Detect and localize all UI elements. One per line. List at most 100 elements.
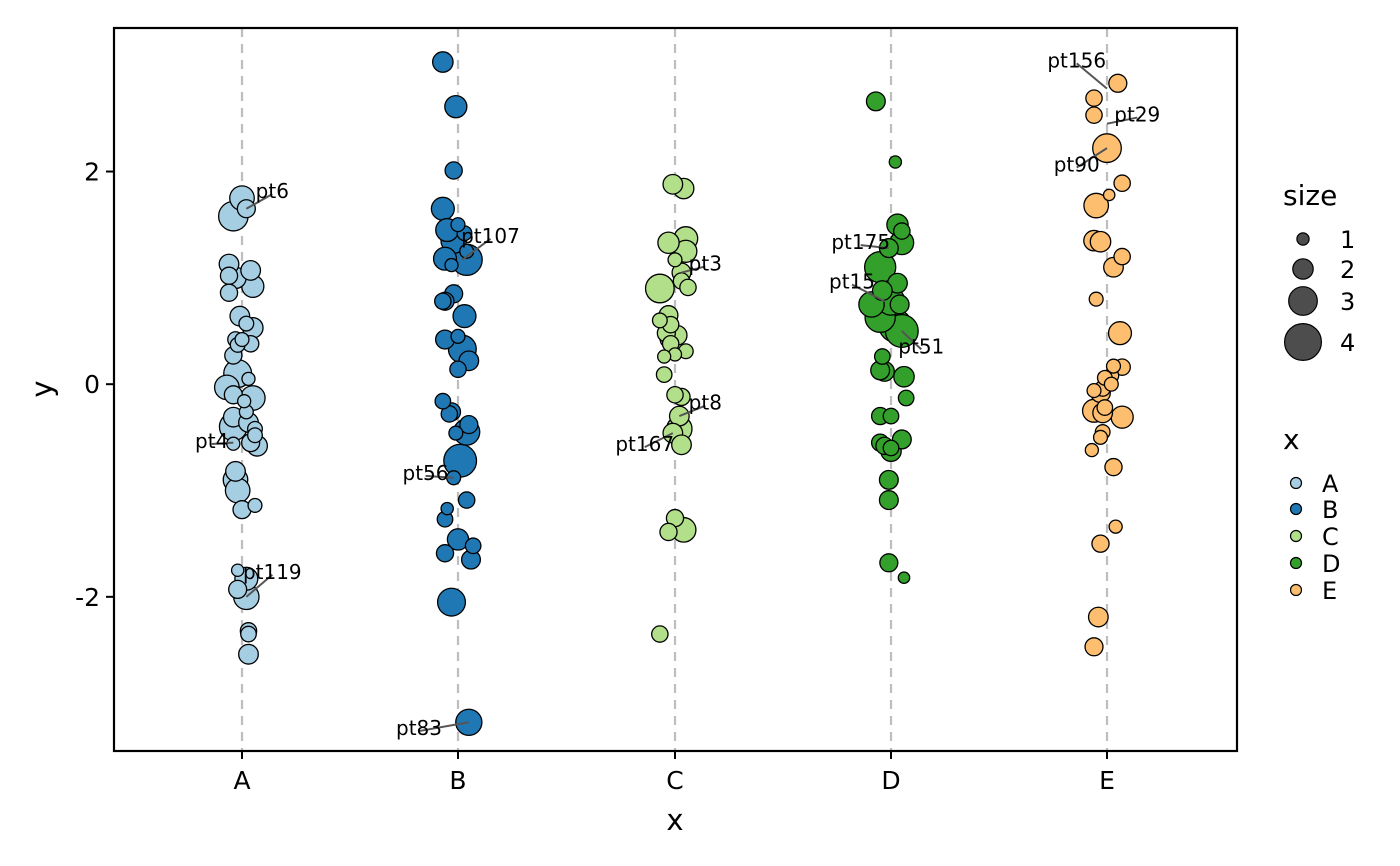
annotation-leader	[860, 244, 889, 250]
data-point	[1092, 429, 1109, 445]
annotation-label: pt90	[1054, 153, 1100, 177]
color-legend-key-E	[1289, 583, 1303, 597]
annotation-leader	[1106, 116, 1138, 125]
data-point	[671, 434, 692, 456]
data-point	[657, 349, 672, 364]
data-point	[1108, 73, 1128, 93]
data-point	[897, 389, 915, 407]
annotation-leader	[851, 283, 885, 303]
annotation-label: pt167	[615, 432, 674, 456]
data-point	[450, 328, 466, 344]
annotation-label: pt56	[403, 461, 449, 485]
data-point	[1091, 534, 1110, 553]
data-point	[225, 460, 246, 482]
annotation-leader	[681, 265, 706, 274]
data-point	[1083, 192, 1110, 219]
data-point	[893, 222, 911, 240]
data-point	[651, 312, 668, 329]
data-point	[240, 625, 257, 643]
data-point	[873, 348, 891, 365]
data-point	[662, 173, 684, 195]
data-point	[1113, 247, 1131, 266]
data-point	[234, 331, 250, 348]
data-point	[444, 257, 459, 273]
x-tick-label-E: E	[1099, 766, 1115, 795]
annotation-leader	[1076, 147, 1108, 169]
data-point	[241, 371, 256, 387]
size-legend-label: 2	[1340, 256, 1355, 284]
color-legend-key-B	[1289, 502, 1303, 516]
y-tick-label: -2	[75, 583, 100, 612]
data-point	[440, 501, 454, 516]
x-axis-title: x	[666, 803, 683, 837]
x-tick-label-A: A	[233, 766, 250, 795]
data-point	[450, 217, 466, 233]
data-point	[430, 196, 455, 221]
annotation-label: pt8	[689, 391, 722, 415]
annotation-label: pt4	[195, 429, 228, 453]
size-legend-key	[1296, 232, 1310, 246]
data-point	[1084, 442, 1100, 458]
axes: A B C D E -2 0 2	[75, 158, 1115, 795]
data-point	[1085, 89, 1103, 107]
y-tick-label: 2	[84, 158, 100, 187]
y-tick-label: 0	[84, 370, 100, 399]
data-point	[679, 278, 697, 297]
data-point	[448, 425, 464, 441]
data-point	[444, 161, 463, 180]
data-point	[897, 571, 911, 585]
color-legend-key-A	[1289, 476, 1303, 490]
annotation-label: pt6	[256, 179, 289, 203]
annotation-leader	[461, 237, 492, 261]
data-point	[1096, 399, 1114, 416]
data-point	[1086, 382, 1102, 399]
size-legend-key	[1283, 322, 1323, 362]
data-point	[436, 587, 467, 617]
data-point	[893, 365, 915, 388]
data-point	[464, 537, 482, 555]
color-legend-label-A: A	[1322, 470, 1339, 498]
data-point	[1087, 606, 1109, 628]
point-annotations: pt6 pt4 pt119 pt107 pt56 pt83 pt3 pt8 pt167 pt175…	[195, 48, 1160, 740]
size-legend-key	[1292, 258, 1314, 280]
data-point	[1084, 637, 1104, 657]
data-point	[238, 315, 255, 332]
data-point	[667, 252, 683, 268]
data-point	[878, 490, 899, 511]
data-point	[435, 544, 455, 563]
data-point	[644, 273, 675, 304]
annotation-label: pt175	[831, 230, 890, 254]
annotation-leader	[644, 432, 674, 449]
data-point	[219, 266, 239, 285]
data-point	[1108, 519, 1123, 534]
data-point	[882, 407, 900, 425]
annotation-label: pt51	[898, 334, 944, 358]
data-point	[431, 51, 454, 73]
color-legend-key-D	[1289, 556, 1303, 570]
size-legend-label: 3	[1340, 288, 1355, 316]
data-point	[659, 522, 678, 542]
data-point	[655, 366, 673, 384]
data-point	[457, 491, 476, 509]
color-legend-label-B: B	[1322, 496, 1338, 524]
data-point	[1110, 405, 1134, 429]
size-legend-label: 4	[1340, 329, 1355, 357]
data-point	[455, 708, 483, 737]
data-point	[1088, 291, 1104, 307]
data-point	[247, 497, 263, 513]
data-point	[236, 394, 252, 409]
data-point	[240, 259, 262, 281]
annotation-leader	[1076, 62, 1108, 90]
annotation-leader	[418, 721, 469, 733]
annotation-label: pt3	[689, 251, 722, 275]
data-point	[1102, 188, 1116, 202]
x-tick-label-B: B	[449, 766, 466, 795]
size-legend-key	[1288, 286, 1318, 316]
annotation-label: pt156	[1047, 48, 1106, 72]
data-point	[882, 439, 900, 457]
data-point	[889, 294, 910, 315]
data-point	[1113, 174, 1131, 193]
data-point	[238, 643, 259, 665]
